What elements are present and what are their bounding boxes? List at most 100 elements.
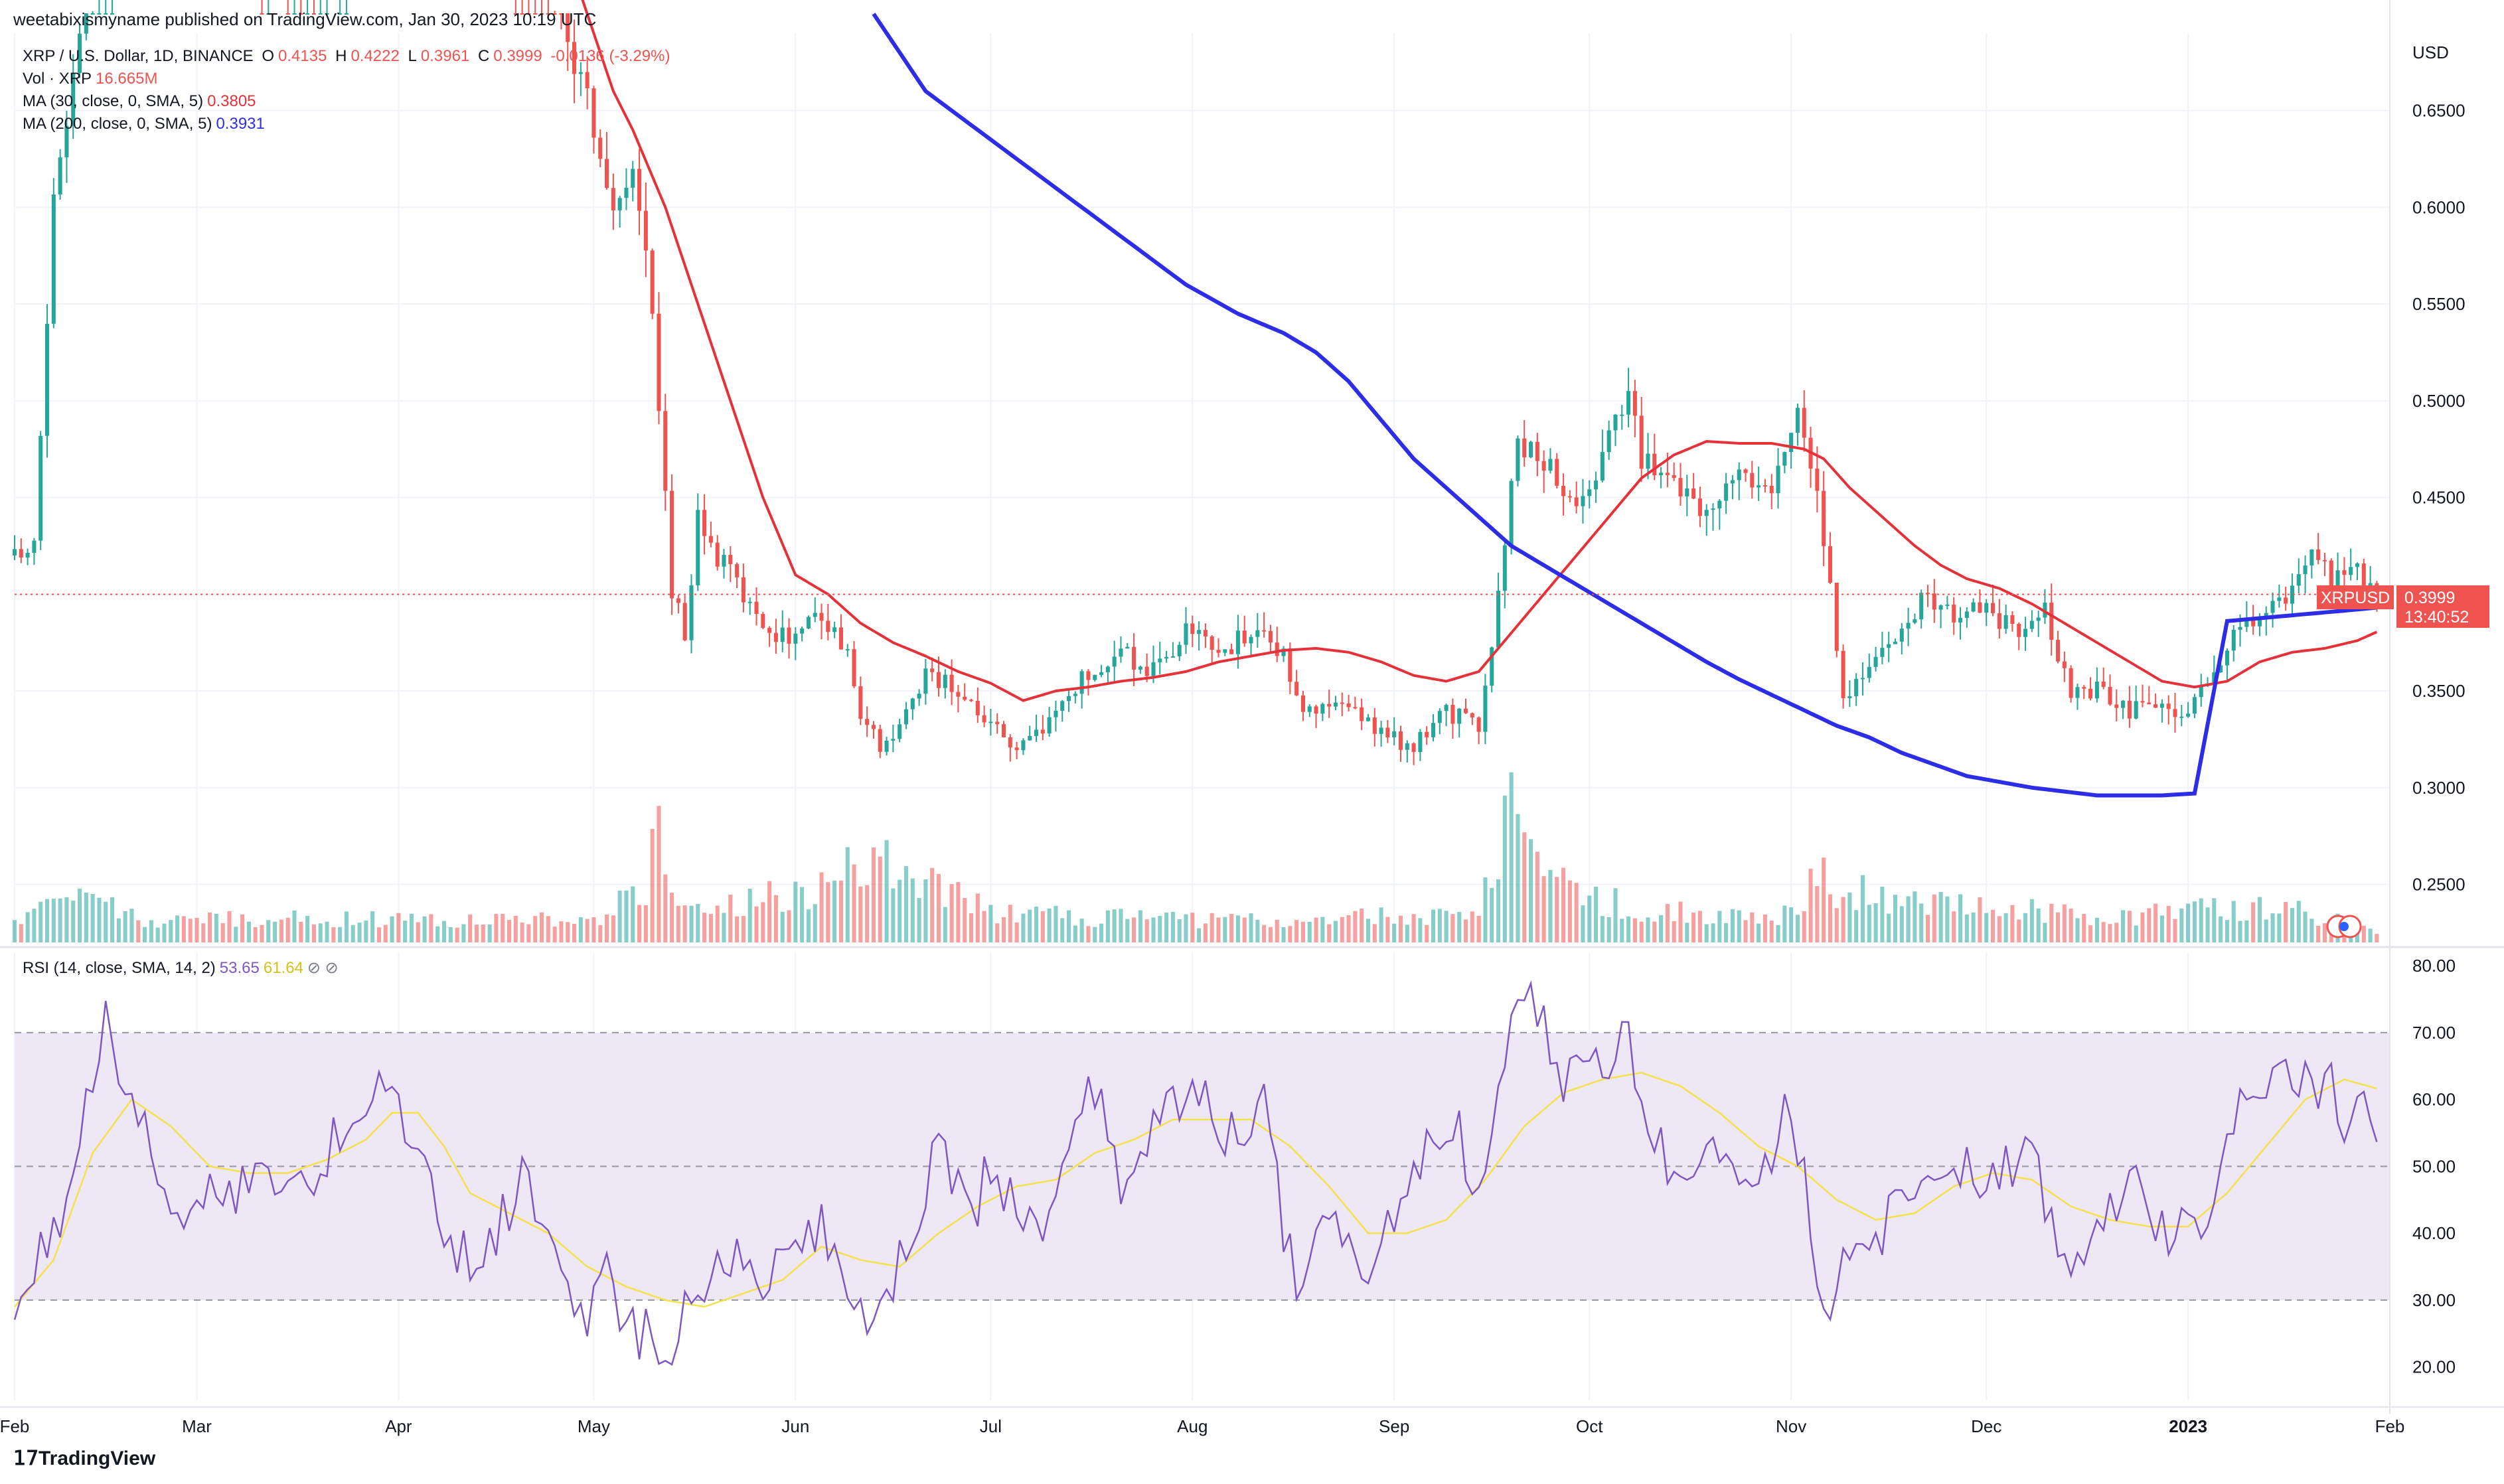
volume-bar	[1567, 880, 1572, 942]
volume-bar	[1574, 883, 1579, 942]
volume-bar	[631, 886, 635, 942]
candle-body	[2316, 549, 2321, 560]
volume-bar	[1639, 921, 1644, 942]
volume-bar	[741, 916, 745, 942]
volume-bar	[338, 927, 343, 942]
volume-bar	[2225, 920, 2229, 942]
events-icon[interactable]	[2326, 915, 2362, 938]
candle-body	[865, 719, 870, 725]
candle-body	[780, 627, 785, 642]
volume-bar	[2186, 903, 2191, 942]
volume-bar	[2166, 905, 2171, 942]
candle-body	[605, 159, 609, 188]
candle-body	[1300, 695, 1305, 712]
volume-bar	[923, 879, 928, 942]
legend-volume-row[interactable]: Vol · XRP 16.665M	[23, 70, 158, 88]
candle-body	[767, 628, 772, 633]
volume-bar	[494, 914, 499, 942]
candle-body	[1450, 705, 1455, 724]
volume-bar	[104, 901, 108, 942]
volume-bar	[1782, 905, 1787, 942]
candle-body	[299, 13, 303, 15]
legend-rsi-value: 53.65	[219, 959, 260, 977]
volume-bar	[390, 916, 394, 942]
volume-bar	[311, 924, 316, 942]
volume-bar	[1626, 916, 1631, 942]
candle-body	[2049, 602, 2054, 640]
candle-body	[2043, 602, 2047, 618]
time-tick-label: May	[578, 1416, 610, 1436]
price-badge[interactable]: XRPUSD 0.3999 13:40:52	[2317, 585, 2489, 628]
candle-body	[2075, 687, 2080, 698]
candle-body	[1913, 619, 1917, 623]
candle-body	[956, 692, 961, 697]
candle-body	[533, 13, 538, 15]
volume-bar	[2244, 920, 2249, 942]
volume-bar	[1847, 892, 1852, 942]
volume-bar	[1802, 911, 1806, 942]
volume-bar	[175, 915, 180, 942]
candle-body	[2199, 686, 2203, 698]
candle-body	[1769, 485, 1774, 494]
volume-bar	[169, 920, 173, 942]
publisher-header: weetabixismyname published on TradingVie…	[13, 9, 597, 29]
volume-bar	[826, 882, 830, 942]
candle-body	[12, 549, 17, 556]
volume-bar	[2101, 922, 2106, 942]
candle-body	[773, 632, 778, 642]
volume-bar	[1170, 911, 1175, 942]
volume-bar	[1737, 910, 1741, 942]
candle-body	[2192, 697, 2197, 714]
volume-bar	[526, 924, 531, 942]
legend-ma30-row[interactable]: MA (30, close, 0, SMA, 5) 0.3805	[23, 92, 256, 110]
candle-body	[2361, 563, 2366, 585]
volume-bar	[728, 895, 733, 942]
legend-symbol[interactable]: XRP / U.S. Dollar, 1D, BINANCE	[23, 47, 254, 65]
candle-body	[871, 725, 876, 729]
candle-body	[2108, 687, 2112, 705]
candle-body	[572, 42, 577, 74]
price-tick-label: 0.4500	[2412, 488, 2465, 508]
volume-bar	[195, 917, 199, 942]
volume-bar	[598, 925, 603, 942]
volume-bar	[708, 914, 713, 942]
volume-bar	[129, 909, 134, 942]
volume-bar	[1353, 911, 1358, 942]
candle-body	[1327, 704, 1332, 707]
candle-body	[71, 72, 76, 126]
candle-body	[1997, 613, 2001, 629]
volume-bar	[64, 897, 69, 942]
volume-bar	[1138, 910, 1142, 942]
candle-body	[539, 13, 544, 15]
legend-rsi-row[interactable]: RSI (14, close, SMA, 14, 2) 53.65 61.64 ⊘ ⊘	[23, 959, 339, 977]
price-tick-label: 0.2500	[2412, 875, 2465, 895]
candle-body	[1541, 461, 1546, 471]
candle-body	[1067, 696, 1071, 702]
candle-body	[1490, 647, 1494, 686]
tradingview-logo[interactable]: 𝟣𝟩TradingView	[13, 1447, 155, 1470]
candle-body	[1509, 481, 1514, 546]
candle-body	[1431, 723, 1436, 737]
volume-bar	[1997, 916, 2001, 942]
volume-bar	[285, 917, 290, 942]
candle-body	[1502, 545, 1507, 591]
volume-bar	[969, 913, 974, 942]
candle-body	[1476, 717, 1481, 732]
candle-body	[1385, 727, 1390, 738]
volume-bar	[501, 914, 505, 942]
candle-body	[1210, 636, 1214, 650]
volume-bar	[1255, 919, 1260, 942]
legend-ma200-row[interactable]: MA (200, close, 0, SMA, 5) 0.3931	[23, 115, 265, 133]
candle-body	[617, 198, 622, 210]
currency-label: USD	[2412, 42, 2449, 62]
candle-body	[25, 552, 30, 558]
legend-open: 0.4135	[278, 47, 327, 65]
volume-bar	[1379, 907, 1383, 942]
candle-body	[722, 554, 726, 567]
candle-body	[1060, 701, 1065, 711]
candle-body	[1151, 662, 1156, 676]
volume-bar	[2036, 908, 2041, 942]
candle-body	[520, 13, 524, 15]
volume-bar	[1665, 904, 1670, 942]
